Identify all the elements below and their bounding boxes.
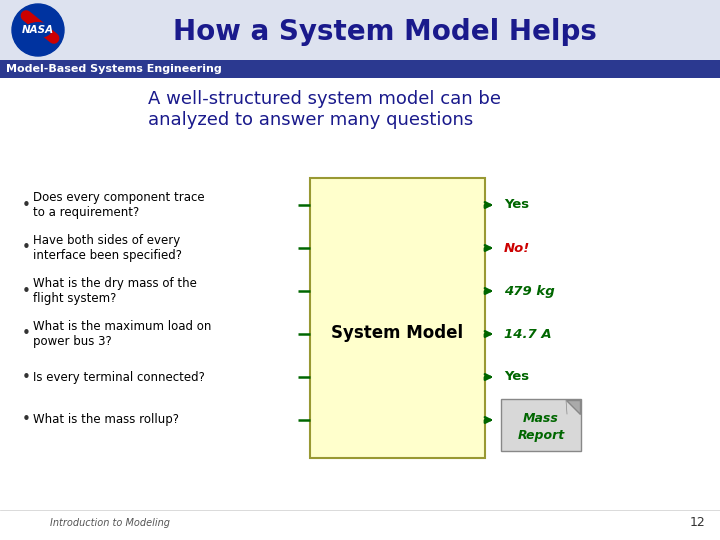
Circle shape	[12, 4, 64, 56]
Text: Introduction to Modeling: Introduction to Modeling	[50, 518, 170, 528]
Text: NASA: NASA	[22, 25, 54, 35]
FancyArrowPatch shape	[26, 16, 54, 38]
Text: Model-Based Systems Engineering: Model-Based Systems Engineering	[6, 64, 222, 74]
Text: 479 kg: 479 kg	[504, 285, 554, 298]
Text: 14.7 A: 14.7 A	[504, 327, 552, 341]
Text: •: •	[22, 198, 31, 213]
Text: Does every component trace
to a requirement?: Does every component trace to a requirem…	[33, 191, 204, 219]
Text: •: •	[22, 240, 31, 255]
Text: Yes: Yes	[504, 370, 529, 383]
Text: What is the mass rollup?: What is the mass rollup?	[33, 414, 179, 427]
Text: How a System Model Helps: How a System Model Helps	[173, 18, 597, 46]
Polygon shape	[566, 400, 580, 414]
Text: •: •	[22, 327, 31, 341]
Ellipse shape	[24, 22, 52, 38]
Text: System Model: System Model	[331, 324, 464, 342]
Text: What is the maximum load on
power bus 3?: What is the maximum load on power bus 3?	[33, 320, 212, 348]
Text: No!: No!	[504, 241, 530, 254]
Text: Have both sides of every
interface been specified?: Have both sides of every interface been …	[33, 234, 182, 262]
Text: •: •	[22, 369, 31, 384]
Text: A well-structured system model can be
analyzed to answer many questions: A well-structured system model can be an…	[148, 90, 501, 129]
Text: What is the dry mass of the
flight system?: What is the dry mass of the flight syste…	[33, 277, 197, 305]
Text: Mass
Report: Mass Report	[518, 413, 564, 442]
Text: Is every terminal connected?: Is every terminal connected?	[33, 370, 205, 383]
Bar	[0, 60, 720, 78]
Bar	[310, 178, 485, 458]
Text: •: •	[22, 284, 31, 299]
Text: Yes: Yes	[504, 199, 529, 212]
Text: 12: 12	[689, 516, 705, 530]
Text: •: •	[22, 413, 31, 428]
FancyBboxPatch shape	[501, 399, 581, 451]
Bar	[0, 0, 720, 60]
